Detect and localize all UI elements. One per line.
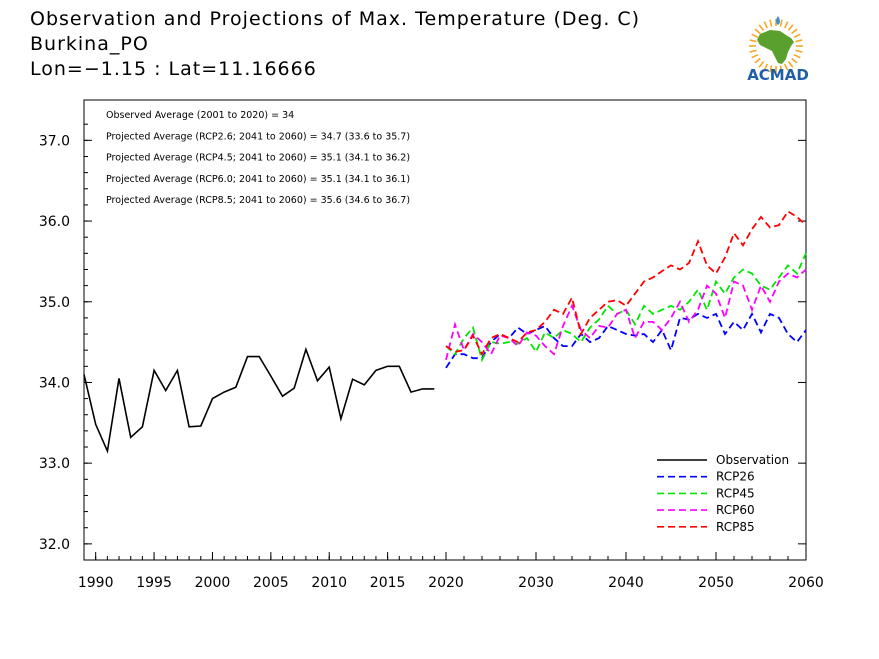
location-coords: Lon=−1.15 : Lat=11.16666 — [30, 58, 317, 80]
series-line-rcp85 — [445, 210, 807, 357]
logo-label: ACMAD — [747, 66, 809, 84]
annotation-text: Projected Average (RCP6.0; 2041 to 2060)… — [106, 174, 410, 185]
y-tick-label: 32.0 — [39, 537, 70, 553]
x-tick-label: 2015 — [370, 575, 406, 591]
x-tick-label: 2060 — [788, 575, 824, 591]
series-line-rcp45 — [445, 252, 807, 363]
chart-title: Observation and Projections of Max. Temp… — [30, 8, 641, 30]
location-name: Burkina_PO — [30, 33, 149, 55]
y-tick-label: 34.0 — [39, 375, 70, 391]
y-tick-label: 37.0 — [39, 133, 70, 149]
acmad-logo: ACMAD — [736, 8, 820, 86]
legend-label: RCP45 — [716, 486, 755, 500]
x-tick-label: 1995 — [136, 575, 172, 591]
x-tick-label: 2010 — [311, 575, 347, 591]
series-line-observation — [83, 346, 435, 454]
x-tick-label: 2000 — [195, 575, 231, 591]
y-tick-label: 33.0 — [39, 456, 70, 472]
x-tick-label: 2005 — [253, 575, 289, 591]
x-tick-label: 2020 — [428, 575, 464, 591]
x-tick-label: 2030 — [518, 575, 554, 591]
annotation-text: Observed Average (2001 to 2020) = 34 — [106, 110, 294, 121]
x-tick-label: 2050 — [698, 575, 734, 591]
x-tick-label: 2040 — [608, 575, 644, 591]
x-tick-label: 1990 — [78, 575, 114, 591]
annotation-text: Projected Average (RCP2.6; 2041 to 2060)… — [106, 131, 410, 142]
legend-label: RCP60 — [716, 503, 755, 517]
series-line-rcp26 — [445, 311, 807, 369]
legend-label: RCP26 — [716, 470, 755, 484]
legend-label: RCP85 — [716, 520, 755, 534]
y-tick-label: 35.0 — [39, 295, 70, 311]
y-tick-label: 36.0 — [39, 214, 70, 230]
africa-map-logo-icon: ACMAD — [747, 16, 809, 84]
annotation-text: Projected Average (RCP8.5; 2041 to 2060)… — [106, 195, 410, 206]
plot-frame — [83, 99, 807, 561]
legend-label: Observation — [716, 453, 789, 467]
annotation-text: Projected Average (RCP4.5; 2041 to 2060)… — [106, 153, 410, 164]
